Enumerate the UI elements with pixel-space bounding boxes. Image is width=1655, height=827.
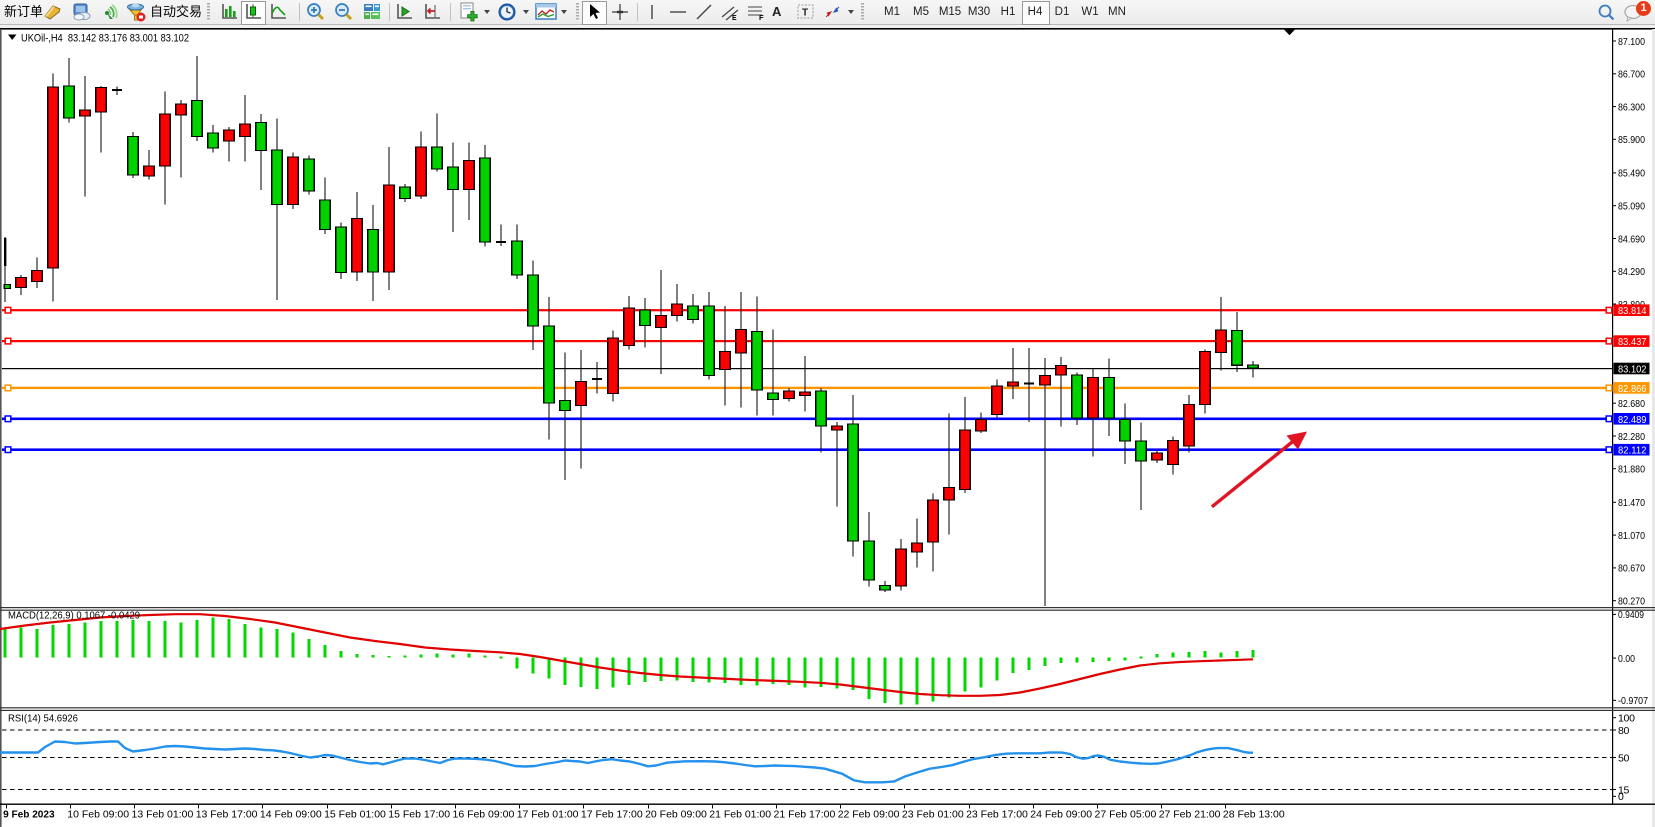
svg-text:21 Feb 17:00: 21 Feb 17:00 (774, 809, 836, 821)
svg-text:21 Feb 01:00: 21 Feb 01:00 (709, 809, 771, 821)
svg-text:85.490: 85.490 (1618, 168, 1645, 180)
svg-text:80.670: 80.670 (1618, 563, 1645, 575)
svg-text:T: T (802, 8, 808, 19)
svg-text:13 Feb 17:00: 13 Feb 17:00 (196, 809, 258, 821)
svg-text:85.900: 85.900 (1618, 134, 1645, 146)
svg-text:81.470: 81.470 (1618, 497, 1645, 509)
svg-text:28 Feb 13:00: 28 Feb 13:00 (1223, 809, 1285, 821)
svg-text:27 Feb 21:00: 27 Feb 21:00 (1159, 809, 1221, 821)
svg-text:82.112: 82.112 (1618, 445, 1647, 457)
svg-text:87.100: 87.100 (1618, 36, 1645, 48)
svg-text:20 Feb 09:00: 20 Feb 09:00 (645, 809, 707, 821)
svg-text:10 Feb 09:00: 10 Feb 09:00 (67, 809, 129, 821)
svg-text:84.290: 84.290 (1618, 266, 1645, 278)
svg-text:82.489: 82.489 (1618, 414, 1647, 426)
svg-text:50: 50 (1618, 752, 1630, 764)
svg-text:83.437: 83.437 (1618, 336, 1647, 348)
svg-text:17 Feb 17:00: 17 Feb 17:00 (581, 809, 643, 821)
svg-text:RSI(14) 54.6926: RSI(14) 54.6926 (8, 713, 78, 725)
svg-text:-0.9707: -0.9707 (1618, 695, 1648, 707)
svg-text:84.690: 84.690 (1618, 233, 1645, 245)
svg-text:83.814: 83.814 (1618, 305, 1647, 317)
svg-text:82.280: 82.280 (1618, 431, 1645, 443)
svg-text:81.880: 81.880 (1618, 464, 1645, 476)
svg-text:F: F (759, 13, 764, 21)
svg-text:UKOil-,H4 83.142 83.176 83.00: UKOil-,H4 83.142 83.176 83.001 83.102 (21, 33, 189, 45)
svg-text:0: 0 (1618, 791, 1624, 803)
svg-text:23 Feb 01:00: 23 Feb 01:00 (902, 809, 964, 821)
svg-text:15 Feb 17:00: 15 Feb 17:00 (388, 809, 450, 821)
svg-text:82.680: 82.680 (1618, 398, 1645, 410)
svg-text:14 Feb 09:00: 14 Feb 09:00 (260, 809, 322, 821)
svg-text:15: 15 (1618, 784, 1630, 796)
svg-text:86.700: 86.700 (1618, 69, 1645, 81)
svg-text:22 Feb 09:00: 22 Feb 09:00 (838, 809, 900, 821)
svg-text:16 Feb 09:00: 16 Feb 09:00 (453, 809, 515, 821)
svg-text:13 Feb 01:00: 13 Feb 01:00 (132, 809, 194, 821)
svg-text:9 Feb 2023: 9 Feb 2023 (3, 809, 55, 821)
svg-text:81.070: 81.070 (1618, 530, 1645, 542)
svg-text:85.090: 85.090 (1618, 201, 1645, 213)
svg-text:27 Feb 05:00: 27 Feb 05:00 (1095, 809, 1157, 821)
svg-text:15 Feb 01:00: 15 Feb 01:00 (324, 809, 386, 821)
svg-text:86.300: 86.300 (1618, 101, 1645, 113)
svg-text:100: 100 (1618, 713, 1635, 725)
svg-text:83.102: 83.102 (1618, 364, 1647, 376)
svg-text:0.9409: 0.9409 (1618, 609, 1644, 621)
svg-text:80: 80 (1618, 725, 1630, 737)
svg-text:24 Feb 09:00: 24 Feb 09:00 (1030, 809, 1092, 821)
svg-text:23 Feb 17:00: 23 Feb 17:00 (966, 809, 1028, 821)
svg-text:0.00: 0.00 (1618, 653, 1635, 665)
svg-text:MACD(12,26,9) 0.1067 -0.0429: MACD(12,26,9) 0.1067 -0.0429 (8, 610, 140, 622)
svg-text:80.270: 80.270 (1618, 596, 1645, 608)
svg-text:82.866: 82.866 (1618, 383, 1647, 395)
svg-text:E: E (732, 15, 737, 21)
svg-text:17 Feb 01:00: 17 Feb 01:00 (517, 809, 579, 821)
